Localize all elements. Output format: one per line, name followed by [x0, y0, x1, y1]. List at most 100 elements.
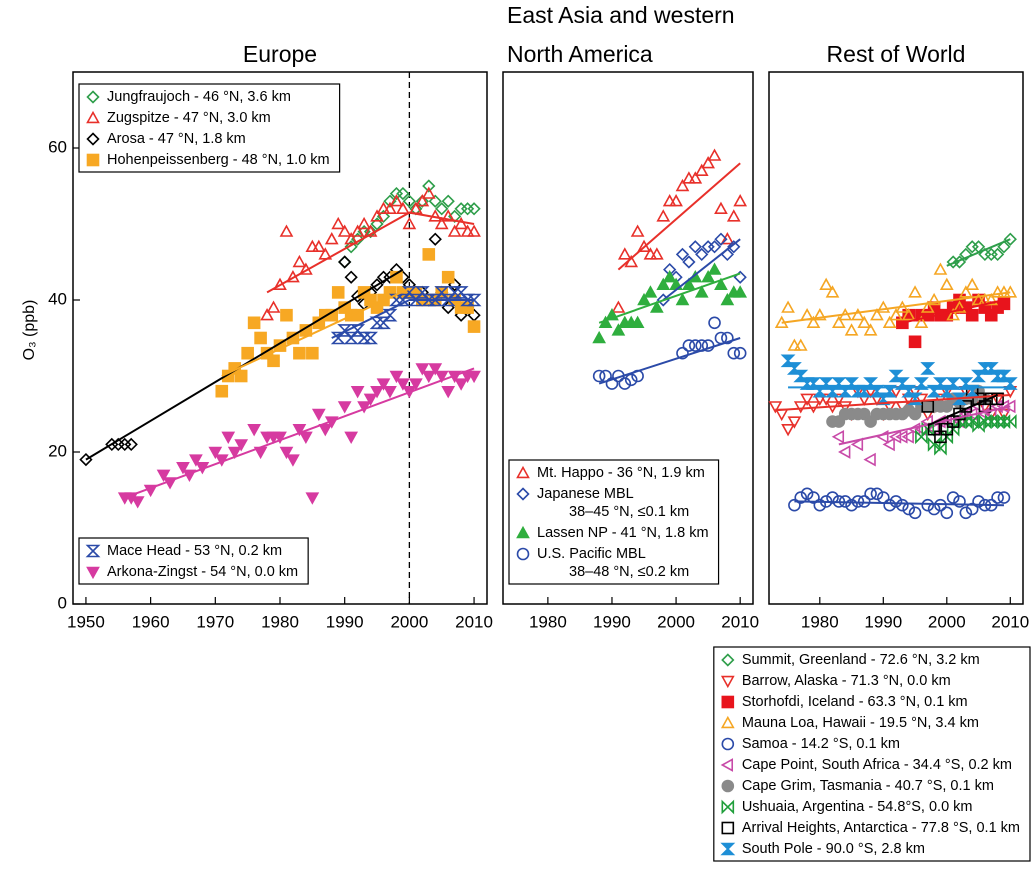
trend-line	[598, 337, 741, 385]
data-point	[467, 202, 481, 216]
data-point	[343, 331, 359, 345]
data-point	[675, 292, 690, 306]
data-point	[383, 201, 397, 215]
data-point	[389, 194, 404, 207]
data-point	[863, 323, 878, 336]
data-point	[997, 297, 1011, 311]
legend-marker	[721, 737, 735, 751]
data-point	[991, 491, 1004, 504]
data-point	[656, 209, 671, 222]
data-point	[850, 437, 864, 452]
data-point	[940, 429, 954, 445]
data-point	[707, 262, 722, 275]
x-tick-label: 1990	[326, 612, 364, 631]
data-point	[675, 178, 690, 192]
data-point	[624, 373, 638, 387]
legend-marker	[86, 153, 100, 167]
panel-title: Europe	[243, 41, 317, 67]
legend-label: Summit, Greenland - 72.6 °N, 3.2 km	[742, 652, 980, 668]
data-point	[726, 209, 741, 222]
data-point	[908, 335, 922, 349]
panel-title: East Asia and western	[507, 2, 735, 28]
x-tick-label: 1970	[196, 612, 234, 631]
trend-line	[266, 211, 475, 294]
legend-label: Arkona-Zingst - 54 °N, 0.0 km	[107, 564, 298, 580]
data-point	[592, 330, 607, 344]
data-point	[662, 270, 677, 283]
legend-marker	[721, 695, 735, 709]
x-tick-label: 1990	[864, 612, 902, 631]
data-point	[958, 285, 973, 298]
legend-label: Storhofdi, Iceland - 63.3 °N, 0.1 km	[742, 694, 968, 710]
data-point	[733, 346, 747, 360]
data-point	[415, 194, 429, 208]
y-tick-label: 40	[48, 289, 67, 308]
data-point	[965, 502, 979, 516]
data-point	[637, 239, 651, 253]
data-point	[676, 346, 689, 360]
data-point	[305, 492, 320, 505]
trend-line	[331, 299, 475, 339]
data-point	[440, 293, 456, 307]
legend-marker	[720, 842, 736, 856]
data-point	[318, 424, 333, 437]
data-point	[945, 377, 961, 390]
data-point	[882, 437, 895, 452]
data-point	[1003, 232, 1017, 246]
data-point	[991, 392, 1004, 406]
data-point	[611, 300, 626, 313]
data-point	[617, 247, 632, 260]
data-point	[876, 300, 891, 313]
legend-marker	[720, 675, 735, 689]
trend-line	[927, 394, 998, 427]
data-point	[733, 270, 747, 284]
plot-frame	[768, 71, 1024, 605]
data-point	[851, 308, 865, 321]
legend-label: Samoa - 14.2 °S, 0.1 km	[742, 736, 900, 752]
data-point	[927, 436, 941, 452]
data-point	[344, 431, 359, 444]
data-point	[774, 408, 789, 422]
legend-marker	[86, 566, 100, 580]
x-tick-label: 1980	[261, 612, 299, 631]
data-point	[189, 454, 203, 467]
x-tick-label: 1950	[67, 612, 105, 631]
trend-line	[838, 405, 1011, 446]
data-point	[990, 247, 1005, 262]
data-point	[279, 224, 294, 237]
data-point	[984, 292, 999, 306]
data-point	[959, 414, 973, 430]
legend: Summit, Greenland - 72.6 °N, 3.2 km Barro…	[713, 646, 1031, 862]
data-point	[396, 378, 410, 391]
data-point	[428, 363, 443, 376]
y-tick-label: 20	[48, 441, 67, 460]
data-point	[421, 186, 436, 199]
data-point	[984, 414, 998, 430]
data-point	[781, 424, 795, 437]
legend-label: Mt. Happo - 36 °N, 1.9 km	[537, 465, 705, 481]
data-point	[888, 429, 902, 444]
data-point	[611, 323, 626, 336]
data-point	[895, 429, 908, 444]
trend-line	[775, 394, 1011, 412]
legend-label: Mauna Loa, Hawaii - 19.5 °N, 3.4 km	[742, 715, 979, 731]
data-point	[793, 338, 808, 351]
trend-line	[902, 299, 1005, 324]
data-point	[338, 255, 352, 269]
data-point	[695, 247, 709, 262]
data-point	[768, 401, 783, 414]
data-point	[946, 301, 960, 314]
data-point	[441, 194, 455, 208]
data-point	[831, 315, 846, 328]
data-point	[831, 393, 846, 406]
data-point	[838, 401, 853, 414]
data-point	[845, 498, 858, 512]
data-point	[434, 370, 449, 384]
data-point	[813, 498, 827, 512]
data-point	[363, 393, 378, 406]
data-point	[863, 452, 876, 467]
legend-label: Hohenpeissenberg - 48 °N, 1.0 km	[107, 152, 330, 168]
data-point	[273, 431, 287, 444]
data-point	[441, 270, 455, 284]
legend-label: Mace Head - 53 °N, 0.2 km	[107, 543, 282, 559]
